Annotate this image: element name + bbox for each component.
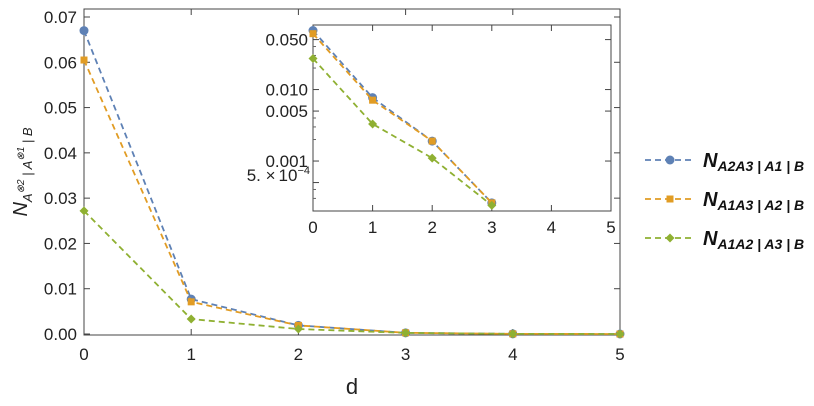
x-tick-label: 0 <box>79 345 88 364</box>
legend-label: NA1A2 | A3 | B <box>703 228 804 252</box>
inset-y-tick-5e-4-mantissa: 5. × <box>247 166 276 185</box>
inset-plot-frame <box>312 24 612 212</box>
data-point <box>508 329 518 339</box>
legend-label: NA2A3 | A1 | B <box>703 150 804 174</box>
data-point <box>187 298 195 306</box>
y-axis-label-main: N <box>10 202 32 217</box>
data-point <box>615 329 625 339</box>
legend-marker <box>665 233 675 243</box>
inset-y-tick-label: 0.005 <box>265 102 308 121</box>
inset-x-tick-label: 3 <box>487 218 496 237</box>
x-tick-label: 3 <box>401 345 410 364</box>
data-point <box>401 328 411 338</box>
inset-y-tick-5e-4-base: 10 <box>279 166 298 185</box>
inset-series-group <box>308 26 497 210</box>
x-tick-label: 2 <box>294 345 303 364</box>
inset-y-tick-5e-4: 5. × 10−4 <box>247 165 310 185</box>
data-point <box>293 324 303 334</box>
legend-label-sub: A1A3 | A2 | B <box>716 197 804 213</box>
y-axis-label-sup1: ⊗2 <box>16 179 27 193</box>
x-tick-label: 5 <box>615 345 624 364</box>
inset-data-point <box>428 137 436 145</box>
inset-data-point <box>308 53 318 63</box>
x-tick-label: 1 <box>186 345 195 364</box>
series-line <box>83 210 621 335</box>
y-tick-label: 0.02 <box>44 234 77 253</box>
inset-x-tick-label: 2 <box>427 218 436 237</box>
y-tick-label: 0.05 <box>44 99 77 118</box>
y-axis-label-sub1: A <box>20 193 35 203</box>
x-tick-label: 4 <box>508 345 517 364</box>
inset-x-tick-label: 4 <box>547 218 556 237</box>
inset-x-tick-label: 1 <box>368 218 377 237</box>
inset-axis-ticks: 0 1 2 3 4 5 0.001 0.005 0.010 0.050 <box>265 25 616 237</box>
legend-label-main: N <box>703 150 718 172</box>
main-axis-ticks: 0 1 2 3 4 5 0.00 0.01 0.02 0.03 0.04 0.05 0.06 0.07 <box>44 8 625 364</box>
inset-data-point <box>368 119 378 129</box>
legend-label: NA1A3 | A2 | B <box>703 189 804 213</box>
y-tick-label: 0.03 <box>44 189 77 208</box>
legend-label-sub: A2A3 | A1 | B <box>716 158 804 174</box>
legend-marker <box>666 195 674 203</box>
legend-label-sub: A1A2 | A3 | B <box>716 236 804 252</box>
inset-y-tick-label: 0.050 <box>265 31 308 50</box>
y-axis-label-sub3: | B <box>20 127 35 147</box>
y-axis-label-sup2: ⊗1 <box>16 147 27 161</box>
inset-y-tick-label: 0.001 <box>265 152 308 171</box>
inset-data-point <box>427 153 437 163</box>
data-point <box>80 56 88 64</box>
inset-y-tick-5e-4-exponent: −4 <box>297 165 310 177</box>
main-plot-frame <box>83 8 621 336</box>
inset-y-tick-label: 0.010 <box>265 81 308 100</box>
legend-marker <box>665 155 675 165</box>
data-point <box>186 314 196 324</box>
inset-x-tick-label: 5 <box>606 218 615 237</box>
data-point <box>79 206 89 216</box>
x-axis-label: d <box>346 374 358 399</box>
y-tick-label: 0.04 <box>44 144 77 163</box>
data-point <box>79 26 89 36</box>
inset-series-line <box>312 33 493 204</box>
inset-series-line <box>312 29 493 204</box>
inset-data-point <box>487 200 497 210</box>
y-axis-label-sub2: | A <box>20 161 35 180</box>
y-axis-label: NA⊗2 | A⊗1 | B <box>10 127 35 216</box>
inset-data-point <box>309 30 317 38</box>
inset-series-line <box>312 57 493 207</box>
series-line <box>83 59 621 335</box>
inset-data-point <box>369 96 377 104</box>
y-tick-label: 0.06 <box>44 53 77 72</box>
y-tick-label: 0.01 <box>44 280 77 299</box>
inset-x-tick-label: 0 <box>308 218 317 237</box>
y-tick-label: 0.00 <box>44 325 77 344</box>
legend-label-main: N <box>703 189 718 211</box>
legend-label-main: N <box>703 228 718 250</box>
y-tick-label: 0.07 <box>44 8 77 27</box>
svg-text:NA⊗2 | A⊗1 | B: NA⊗2 | A⊗1 | B <box>10 127 35 216</box>
main-series-group <box>79 26 625 339</box>
